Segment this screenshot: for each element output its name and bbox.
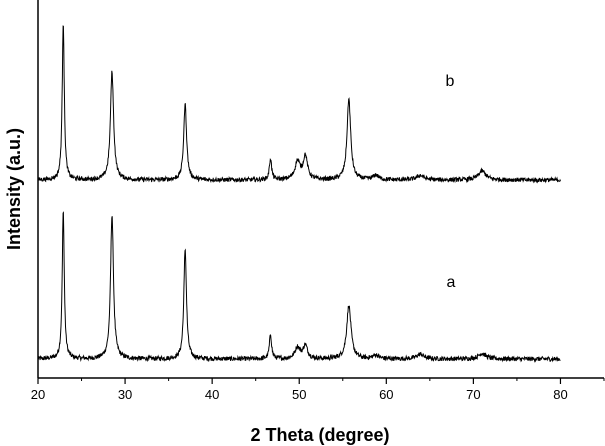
x-axis-ticks: 20 30 40 50 60 70 80 — [31, 378, 605, 402]
series-label-b: b — [446, 73, 455, 90]
y-axis-title: Intensity (a.u.) — [4, 128, 24, 250]
series-line-a — [37, 211, 561, 363]
x-tick-label-20: 20 — [31, 387, 45, 402]
plot-area — [37, 25, 561, 363]
x-tick-label-60: 60 — [379, 387, 393, 402]
x-tick-label-50: 50 — [292, 387, 306, 402]
series-label-a: a — [447, 274, 456, 291]
x-tick-label-40: 40 — [205, 387, 219, 402]
series-line-b — [37, 25, 561, 184]
x-axis-title: 2 Theta (degree) — [250, 425, 389, 445]
x-tick-label-70: 70 — [466, 387, 480, 402]
x-tick-label-80: 80 — [553, 387, 567, 402]
x-tick-label-30: 30 — [118, 387, 132, 402]
